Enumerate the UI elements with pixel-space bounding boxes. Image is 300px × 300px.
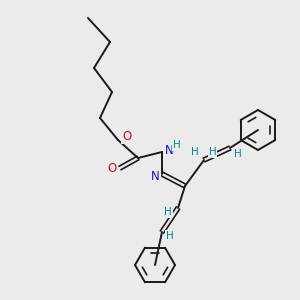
Text: H: H (234, 149, 242, 159)
Text: N: N (165, 143, 174, 157)
Text: H: H (164, 207, 172, 217)
Text: H: H (166, 231, 174, 241)
Text: O: O (108, 163, 117, 176)
Text: H: H (209, 147, 217, 157)
Text: H: H (173, 140, 181, 150)
Text: N: N (151, 170, 160, 184)
Text: O: O (122, 130, 131, 143)
Text: H: H (191, 147, 199, 157)
